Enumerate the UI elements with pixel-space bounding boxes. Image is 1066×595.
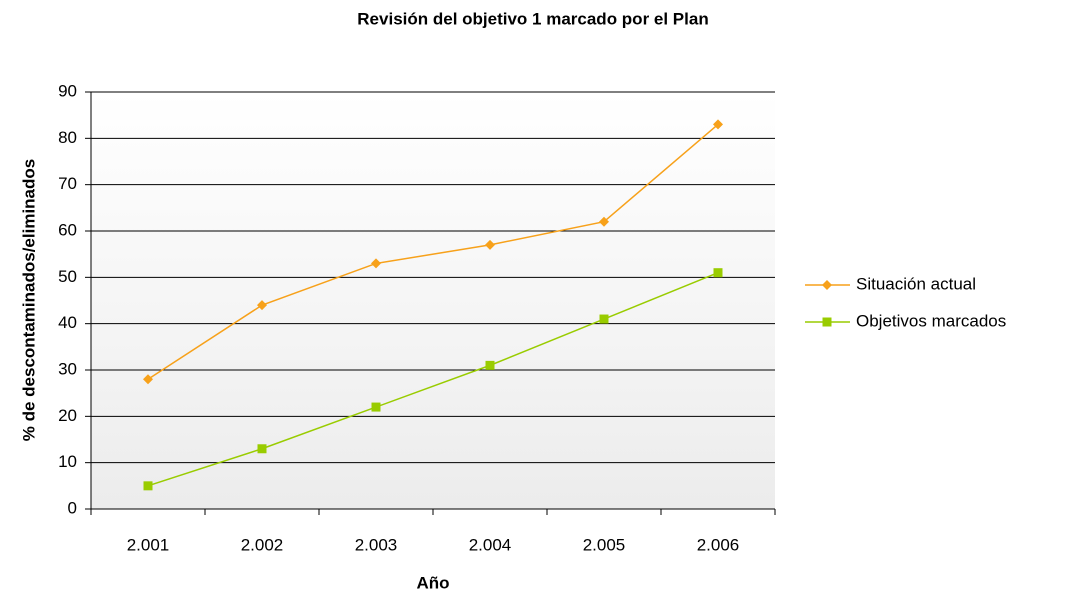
plot-area [91,92,775,509]
chart-title: Revisión del objetivo 1 marcado por el P… [357,9,708,28]
y-tick-label: 30 [58,359,77,378]
point [713,268,723,278]
series-line [147,272,719,487]
legend-label: Objetivos marcados [856,311,1006,330]
point [257,300,267,311]
point [599,216,609,227]
point [485,239,495,250]
point [485,360,495,370]
x-tick-label: 2.005 [583,535,626,554]
y-tick-label: 10 [58,452,77,471]
y-tick-label: 70 [58,174,77,193]
y-tick-label: 80 [58,128,77,147]
series-line [147,123,719,380]
legend-marker [822,280,832,290]
y-tick-label: 60 [58,220,77,239]
x-tick-label: 2.003 [355,535,398,554]
x-tick-label: 2.006 [697,535,740,554]
x-tick-label: 2.001 [127,535,170,554]
y-tick-label: 0 [68,498,77,517]
point [371,258,381,269]
legend-marker [822,317,832,327]
y-tick-label: 90 [58,81,77,100]
y-axis-title: % de descontaminados/eliminados [19,159,38,441]
point [143,374,153,385]
x-axis-title: Año [416,573,449,592]
point [257,444,267,454]
x-tick-label: 2.004 [469,535,512,554]
point [599,314,609,324]
point [713,119,723,130]
point [371,402,381,412]
x-tick-label: 2.002 [241,535,284,554]
y-tick-label: 50 [58,267,77,286]
legend-label: Situación actual [856,274,976,293]
y-tick-label: 20 [58,406,77,425]
point [143,481,153,491]
y-tick-label: 40 [58,313,77,332]
